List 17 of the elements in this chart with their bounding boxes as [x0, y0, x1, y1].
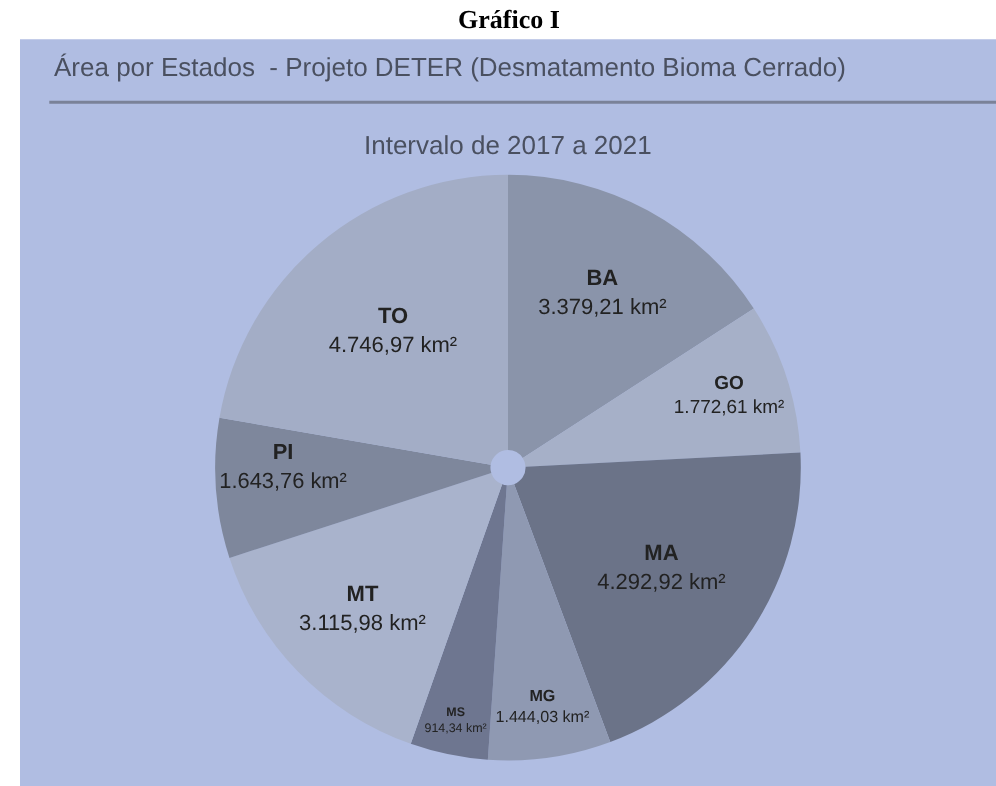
slice-label: MG — [529, 686, 556, 705]
data-label: 3.379,21 km² — [538, 295, 668, 320]
slice-label: MA — [644, 542, 679, 567]
data-label: 3.115,98 km² — [299, 611, 427, 636]
data-label: 1.772,61 km² — [673, 397, 785, 420]
data-label: 4.746,97 km² — [328, 333, 458, 358]
slice-label: TO — [377, 305, 409, 330]
data-label: 1.444,03 km² — [495, 707, 591, 726]
chart-title: Área por Estados - Projeto DETER (Desmatamento Bioma Cerrado) — [54, 52, 846, 82]
data-label: 4.292,92 km² — [597, 570, 727, 595]
slice-label: MT — [346, 583, 379, 607]
data-label: 1.643,76 km² — [219, 469, 348, 494]
slice-label: BA — [586, 267, 619, 292]
slice-label: GO — [714, 372, 744, 395]
slice-label: PI — [272, 441, 294, 466]
text: Gráfico I — [458, 4, 560, 34]
chart-subtitle: Intervalo de 2017 a 2021 — [364, 130, 652, 160]
